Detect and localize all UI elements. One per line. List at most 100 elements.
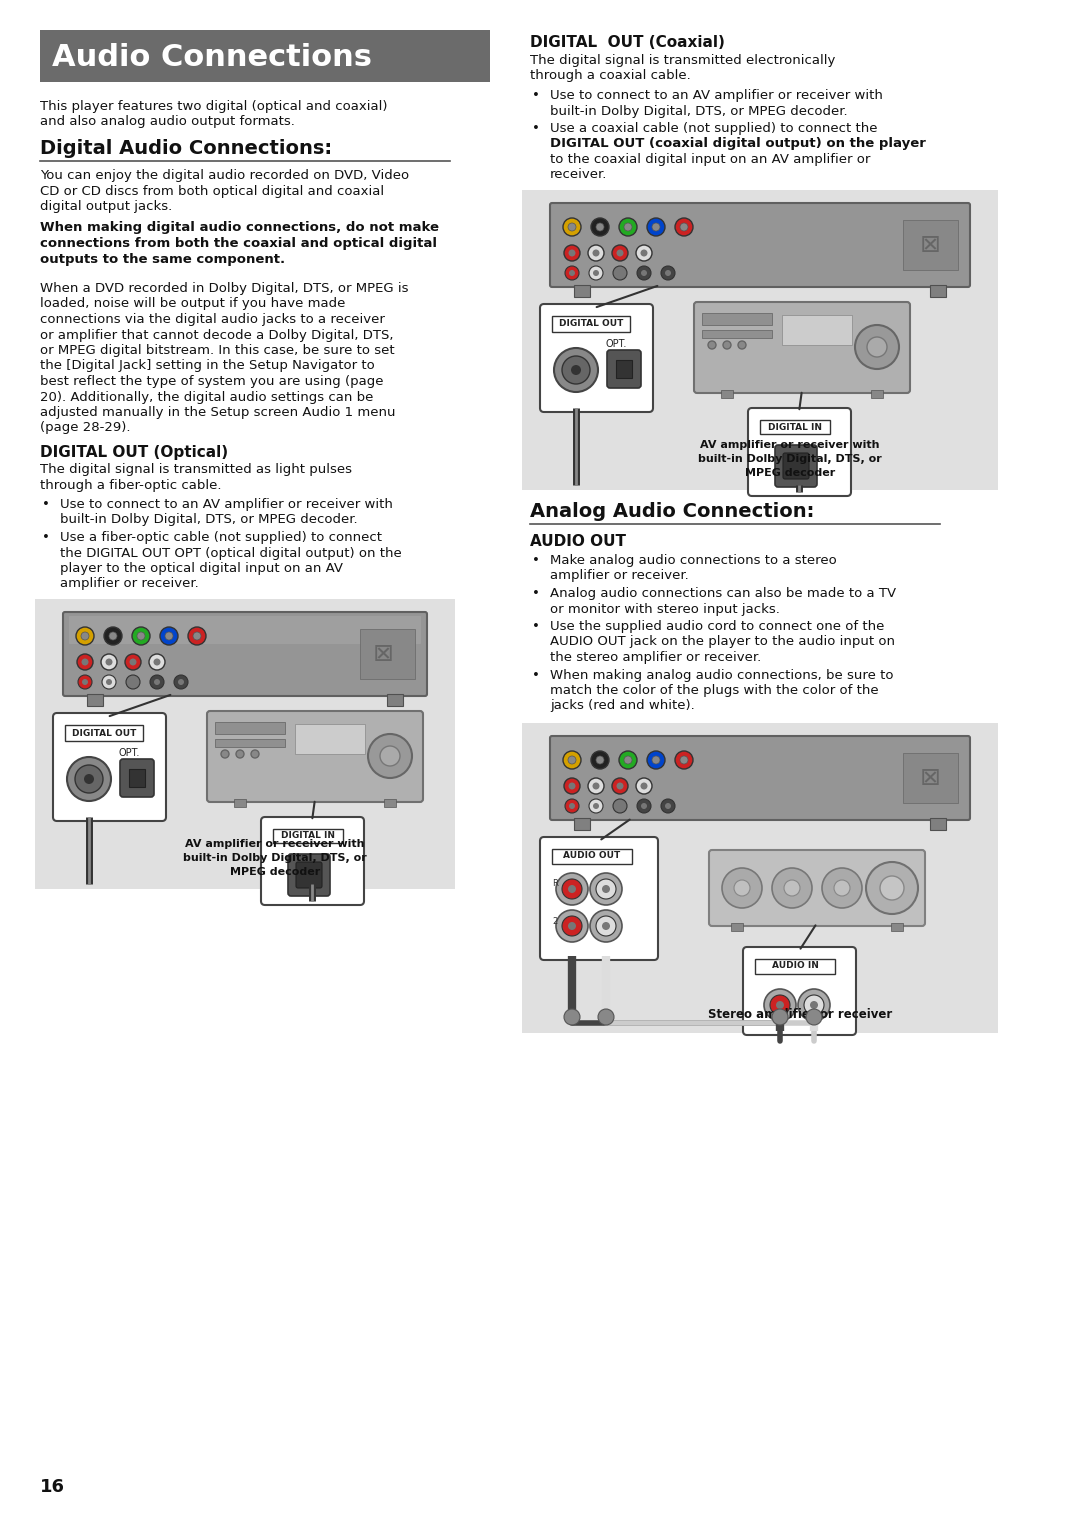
Text: ⊠: ⊠: [373, 642, 393, 665]
Circle shape: [680, 755, 688, 765]
Circle shape: [237, 749, 244, 758]
Circle shape: [221, 749, 229, 758]
Circle shape: [160, 627, 178, 645]
FancyBboxPatch shape: [288, 855, 330, 896]
Bar: [573, 818, 590, 830]
Text: amplifier or receiver.: amplifier or receiver.: [550, 569, 689, 583]
Circle shape: [125, 655, 141, 670]
Circle shape: [102, 674, 116, 690]
Circle shape: [612, 246, 627, 261]
Circle shape: [866, 862, 918, 914]
Text: When making analog audio connections, be sure to: When making analog audio connections, be…: [550, 668, 893, 682]
Text: DIGITAL OUT (coaxial digital output) on the player: DIGITAL OUT (coaxial digital output) on …: [550, 137, 926, 151]
Text: connections via the digital audio jacks to a receiver: connections via the digital audio jacks …: [40, 313, 384, 327]
Circle shape: [589, 266, 603, 279]
Circle shape: [764, 989, 796, 1021]
Text: built-in Dolby Digital, DTS, or MPEG decoder.: built-in Dolby Digital, DTS, or MPEG dec…: [60, 514, 357, 526]
Circle shape: [556, 873, 588, 905]
Text: Analog Audio Connection:: Analog Audio Connection:: [530, 502, 814, 520]
Text: 16: 16: [40, 1479, 65, 1495]
Text: •: •: [532, 620, 540, 633]
Text: to the coaxial digital input on an AV amplifier or: to the coaxial digital input on an AV am…: [550, 153, 870, 166]
Text: (page 28-29).: (page 28-29).: [40, 421, 131, 435]
Circle shape: [624, 223, 632, 230]
Circle shape: [642, 803, 647, 809]
Bar: [552, 316, 630, 333]
Circle shape: [637, 800, 651, 813]
Circle shape: [640, 783, 648, 789]
Text: AV amplifier or receiver with: AV amplifier or receiver with: [700, 439, 880, 450]
Bar: [129, 769, 145, 787]
Circle shape: [593, 783, 599, 789]
FancyBboxPatch shape: [775, 446, 816, 487]
FancyBboxPatch shape: [69, 617, 421, 644]
Circle shape: [75, 765, 103, 794]
Bar: [870, 391, 883, 398]
Text: •: •: [532, 122, 540, 134]
Text: receiver.: receiver.: [550, 168, 607, 182]
Circle shape: [81, 632, 89, 639]
Text: 20). Additionally, the digital audio settings can be: 20). Additionally, the digital audio set…: [40, 391, 374, 403]
Text: or amplifier that cannot decode a Dolby Digital, DTS,: or amplifier that cannot decode a Dolby …: [40, 328, 393, 342]
Text: DIGITAL OUT (Optical): DIGITAL OUT (Optical): [40, 446, 228, 459]
Text: through a coaxial cable.: through a coaxial cable.: [530, 70, 691, 82]
Circle shape: [770, 995, 789, 1015]
Circle shape: [130, 679, 136, 685]
Text: AV amplifier or receiver with: AV amplifier or receiver with: [186, 839, 365, 848]
Bar: [930, 818, 946, 830]
Text: match the color of the plugs with the color of the: match the color of the plugs with the co…: [550, 684, 879, 697]
Circle shape: [368, 734, 411, 778]
Text: connections from both the coaxial and optical digital: connections from both the coaxial and op…: [40, 237, 437, 250]
Circle shape: [132, 627, 150, 645]
FancyBboxPatch shape: [120, 758, 154, 797]
Text: OPT.: OPT.: [119, 748, 139, 758]
Text: Use a fiber-optic cable (not supplied) to connect: Use a fiber-optic cable (not supplied) t…: [60, 531, 382, 543]
FancyBboxPatch shape: [708, 850, 924, 926]
Circle shape: [76, 627, 94, 645]
Text: The digital signal is transmitted as light pulses: The digital signal is transmitted as lig…: [40, 462, 352, 476]
Circle shape: [647, 218, 665, 237]
Circle shape: [67, 757, 111, 801]
Text: •: •: [532, 588, 540, 600]
Bar: [273, 829, 343, 842]
Text: outputs to the same component.: outputs to the same component.: [40, 252, 285, 266]
Text: DIGITAL IN: DIGITAL IN: [281, 832, 335, 841]
Circle shape: [867, 337, 887, 357]
Text: 2: 2: [552, 917, 557, 925]
Circle shape: [565, 800, 579, 813]
Bar: [731, 923, 743, 931]
Text: AUDIO OUT jack on the player to the audio input on: AUDIO OUT jack on the player to the audi…: [550, 635, 895, 649]
Circle shape: [619, 751, 637, 769]
Circle shape: [565, 266, 579, 279]
Circle shape: [806, 1009, 822, 1025]
Circle shape: [680, 223, 688, 230]
Circle shape: [590, 909, 622, 942]
Circle shape: [772, 1009, 788, 1025]
Circle shape: [619, 218, 637, 237]
Bar: [721, 391, 733, 398]
Text: AUDIO OUT: AUDIO OUT: [530, 534, 626, 549]
FancyBboxPatch shape: [40, 31, 490, 82]
Text: •: •: [532, 668, 540, 682]
FancyBboxPatch shape: [296, 862, 322, 888]
Circle shape: [602, 885, 610, 893]
FancyBboxPatch shape: [607, 349, 642, 388]
Circle shape: [82, 679, 87, 685]
Circle shape: [665, 803, 671, 809]
Circle shape: [564, 778, 580, 794]
Bar: [616, 360, 632, 378]
Text: DIGITAL OUT: DIGITAL OUT: [71, 728, 136, 737]
Bar: [35, 600, 455, 890]
Circle shape: [723, 868, 762, 908]
Text: or monitor with stereo input jacks.: or monitor with stereo input jacks.: [550, 603, 780, 615]
Bar: [87, 694, 103, 707]
Text: Use a coaxial cable (not supplied) to connect the: Use a coaxial cable (not supplied) to co…: [550, 122, 877, 134]
Text: the [Digital Jack] setting in the Setup Navigator to: the [Digital Jack] setting in the Setup …: [40, 360, 375, 372]
Circle shape: [596, 879, 616, 899]
Circle shape: [102, 655, 117, 670]
Bar: [65, 725, 143, 742]
Text: •: •: [42, 497, 50, 511]
Circle shape: [734, 881, 750, 896]
Text: or MPEG digital bitstream. In this case, be sure to set: or MPEG digital bitstream. In this case,…: [40, 343, 394, 357]
Bar: [552, 848, 632, 864]
